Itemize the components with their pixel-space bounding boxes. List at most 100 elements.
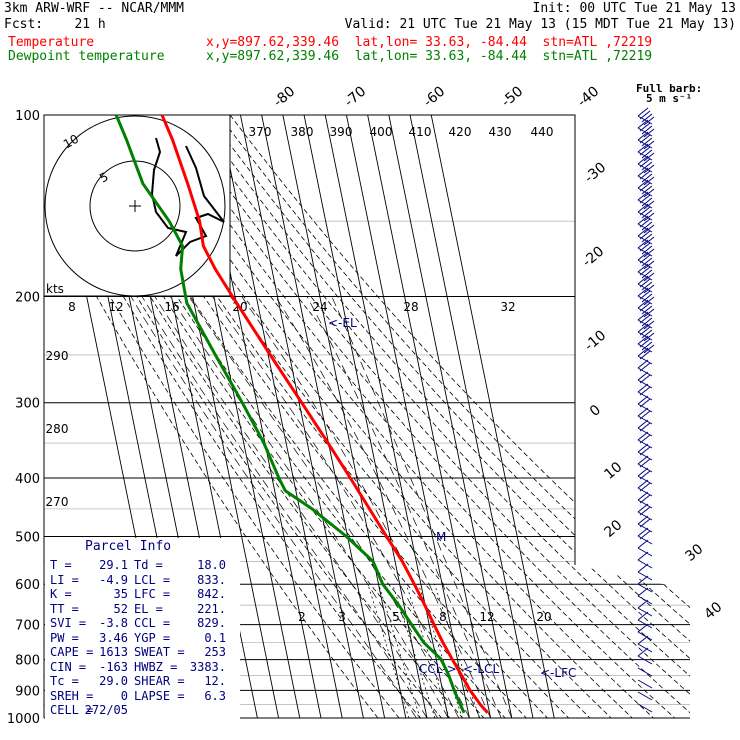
wind-barb bbox=[637, 623, 653, 641]
parcel-value: 221. bbox=[197, 601, 226, 616]
wind-barb bbox=[637, 275, 655, 294]
parcel-value: 18.0 bbox=[197, 558, 226, 572]
isotherm-line bbox=[430, 115, 555, 718]
wind-barb-flag bbox=[639, 374, 651, 384]
wind-barb-flag bbox=[643, 176, 655, 186]
wind-barb-flag bbox=[637, 575, 649, 585]
wind-barb-flag bbox=[637, 107, 649, 117]
wind-barb-flag bbox=[639, 230, 651, 240]
wind-barb-shaft bbox=[637, 679, 653, 689]
wind-barb bbox=[637, 251, 655, 270]
wind-barb-flag bbox=[637, 467, 649, 477]
dry-adiabat bbox=[130, 115, 647, 718]
parcel-value: 52 bbox=[113, 601, 128, 616]
parcel-key: K = bbox=[50, 587, 72, 601]
theta-left-label: 290 bbox=[46, 349, 69, 363]
parcel-row: Tc = 29.0 SHEAR = 12. bbox=[50, 674, 226, 689]
parcel-row: CIN = -163 HWBZ = 3383. bbox=[50, 660, 226, 675]
wind-barb-flag bbox=[643, 164, 655, 174]
wind-barb-flag bbox=[637, 215, 649, 225]
wind-barb-shaft bbox=[637, 643, 653, 653]
wind-barb-flag bbox=[637, 611, 649, 621]
wind-barb bbox=[637, 539, 653, 557]
wind-barb-flag bbox=[637, 623, 649, 633]
wind-barb-flag bbox=[641, 197, 653, 207]
wind-barb-flag bbox=[643, 260, 655, 270]
wind-barb-flag bbox=[639, 458, 651, 468]
wind-barb bbox=[637, 119, 655, 138]
wind-barb-flag bbox=[641, 341, 653, 351]
wind-barb-flag bbox=[637, 527, 649, 537]
parcel-row: K = 35 LFC = 842. bbox=[50, 587, 226, 602]
isotherm-line bbox=[409, 115, 534, 718]
wind-barb-flag bbox=[641, 137, 653, 147]
isotherm-label: -60 bbox=[421, 83, 449, 110]
wind-barb-flag bbox=[637, 275, 649, 285]
isotherm-label: -30 bbox=[582, 159, 610, 186]
parcel-value: 829. bbox=[197, 616, 226, 630]
wind-barb-flag bbox=[641, 257, 653, 267]
wind-barb-flag bbox=[637, 647, 649, 657]
parcel-value: -3.8 bbox=[99, 616, 128, 630]
wind-barb bbox=[637, 203, 655, 222]
wind-barb-flag bbox=[637, 299, 649, 309]
wind-barb-flag bbox=[637, 515, 649, 525]
wind-barb bbox=[637, 527, 653, 545]
theta-label: 430 bbox=[489, 125, 512, 139]
wind-barb-flag bbox=[637, 335, 649, 345]
parcel-value: -163 bbox=[99, 659, 128, 674]
isotherm-line bbox=[282, 115, 407, 718]
wind-barb-flag bbox=[643, 284, 655, 294]
wind-barb-flag bbox=[639, 170, 651, 180]
parcel-value: -4.9 bbox=[99, 572, 128, 587]
wind-barb-flag bbox=[639, 266, 651, 276]
wind-barb-flag bbox=[643, 212, 655, 222]
dry-adiabat bbox=[108, 115, 604, 718]
wind-barb-flag bbox=[637, 407, 649, 417]
dry-adiabat bbox=[76, 115, 539, 718]
mixing-ratio-label: 5 bbox=[392, 610, 400, 624]
isotherm-label: 20 bbox=[601, 517, 625, 541]
parcel-value: 12. bbox=[204, 674, 226, 688]
wind-barb-flag bbox=[639, 134, 651, 144]
moist-adiabat bbox=[169, 296, 449, 718]
isotherm-line bbox=[388, 115, 513, 718]
wind-barb-flag bbox=[639, 434, 651, 444]
dry-adiabat bbox=[174, 115, 690, 718]
moist-adiabat bbox=[188, 296, 460, 718]
parcel-row: TT = 52 EL = 221. bbox=[50, 602, 226, 617]
forecast-hour: Fcst: 21 h bbox=[4, 18, 106, 32]
wind-barb-flag bbox=[637, 503, 649, 513]
isotherm-label: -70 bbox=[342, 83, 370, 110]
parcel-value: 35 bbox=[113, 587, 128, 601]
dry-adiabat bbox=[44, 115, 475, 718]
wind-barb-flag bbox=[643, 344, 655, 354]
parcel-key: CCL = bbox=[134, 616, 171, 630]
wind-barb-flag bbox=[643, 248, 655, 258]
wind-barb-flag bbox=[641, 185, 653, 195]
moist-adiabat bbox=[130, 296, 417, 718]
hodograph-units-label: kts bbox=[46, 282, 64, 296]
theta-left-label: 270 bbox=[46, 495, 69, 509]
parcel-key: SHEAR = bbox=[134, 674, 185, 688]
wind-barb-flag bbox=[637, 491, 649, 501]
wind-barb-flag bbox=[637, 143, 649, 153]
mixing-ratio-line bbox=[434, 584, 480, 718]
mixing-ratio-label: 32 bbox=[500, 300, 515, 314]
wind-barb-flag bbox=[637, 359, 649, 369]
wind-barb-flag bbox=[639, 254, 651, 264]
wind-barb-flag bbox=[637, 551, 649, 561]
pressure-tick-label: 100 bbox=[15, 109, 40, 124]
pressure-tick-label: 900 bbox=[15, 684, 40, 699]
parcel-key: LAPSE = bbox=[134, 688, 185, 703]
wind-barb-key: Full barb: 5 m s⁻¹ bbox=[636, 83, 702, 104]
wind-barb-flag bbox=[641, 293, 653, 303]
dry-adiabat bbox=[44, 115, 410, 718]
pressure-tick-label: 800 bbox=[15, 654, 40, 669]
wind-barb-shaft bbox=[637, 607, 653, 617]
dry-adiabat bbox=[54, 115, 496, 718]
wind-barb-flag bbox=[639, 206, 651, 216]
isotherm-label: -10 bbox=[582, 327, 610, 354]
wind-barb bbox=[637, 299, 655, 318]
level-annotation: <-LFC bbox=[540, 666, 576, 680]
